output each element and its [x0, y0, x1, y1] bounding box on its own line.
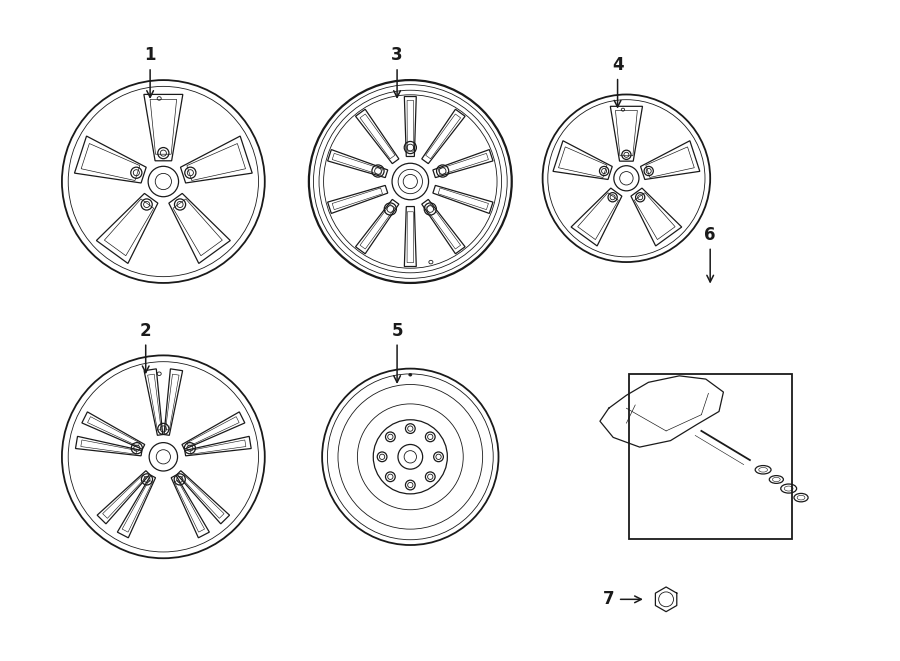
Ellipse shape	[409, 373, 412, 376]
Text: 6: 6	[705, 225, 716, 282]
Text: 1: 1	[144, 46, 156, 97]
Text: 5: 5	[392, 321, 403, 382]
Text: 2: 2	[140, 321, 151, 373]
Text: 3: 3	[392, 46, 403, 97]
Text: 7: 7	[603, 590, 642, 608]
Text: 4: 4	[612, 56, 624, 107]
Bar	[628, 374, 792, 539]
